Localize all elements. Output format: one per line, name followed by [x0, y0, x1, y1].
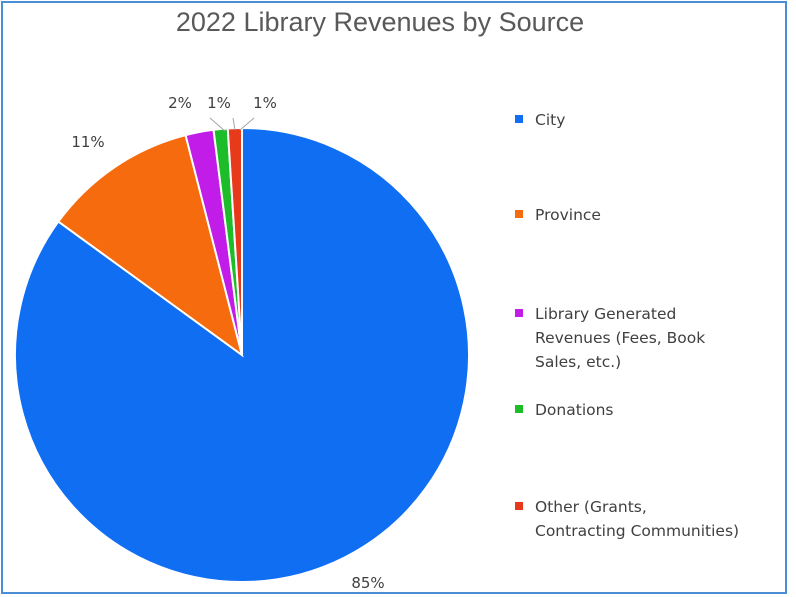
- legend-swatch-library-generated: [515, 309, 523, 317]
- legend-label-other: Other (Grants, Contracting Communities): [535, 498, 740, 540]
- legend-label-donations: Donations: [535, 401, 614, 419]
- legend-swatch-province: [515, 210, 523, 218]
- data-label-province: 11%: [71, 133, 104, 151]
- legend-label-province: Province: [535, 206, 601, 224]
- legend-swatch-city: [515, 115, 523, 123]
- data-label-library-generated-revenues-fee: 2%: [168, 94, 192, 112]
- data-label-donations: 1%: [207, 94, 231, 112]
- leader-line-1: [209, 117, 226, 132]
- leader-line-2: [232, 117, 236, 131]
- data-label-city: 85%: [351, 574, 384, 592]
- legend-label-city: City: [535, 111, 566, 129]
- legend-swatch-donations: [515, 405, 523, 413]
- legend-label-library-generated: Library Generated Revenues (Fees, Book S…: [535, 305, 706, 371]
- legend-swatch-other: [515, 502, 523, 510]
- chart-title: 2022 Library Revenues by Source: [175, 7, 585, 37]
- pie-slice-province: [56, 133, 244, 358]
- leader-line-3: [239, 117, 255, 131]
- data-label-other-grants-contracting-commu: 1%: [253, 94, 277, 112]
